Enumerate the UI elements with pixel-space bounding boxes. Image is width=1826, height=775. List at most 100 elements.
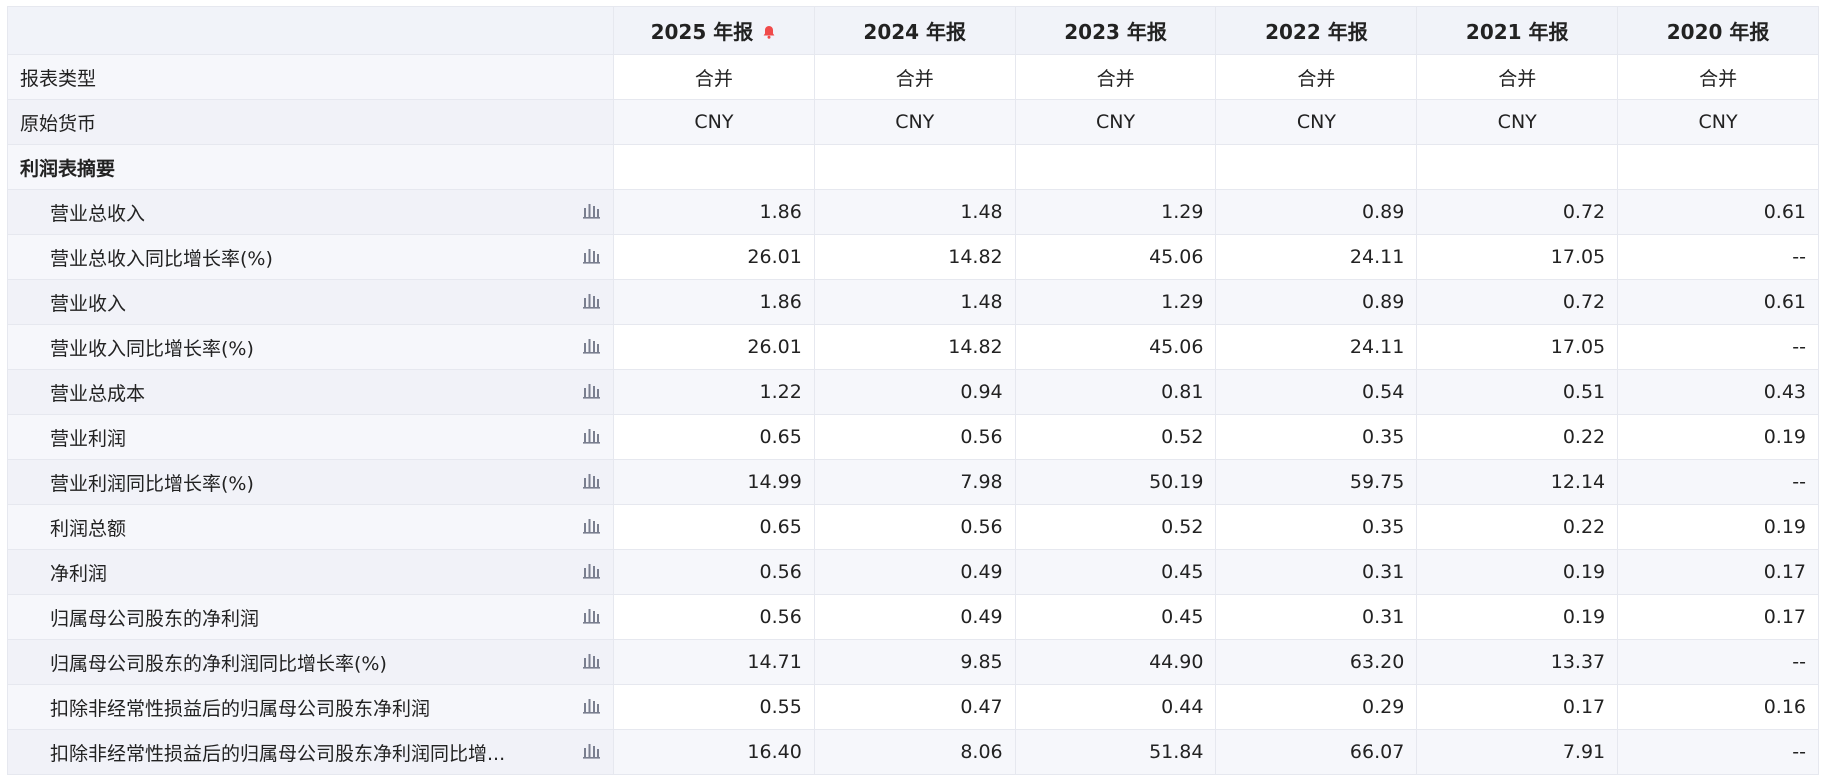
row-label-wrap: 营业总收入 — [50, 199, 601, 226]
row-label-wrap: 营业收入 — [50, 289, 601, 316]
value-cell: 0.35 — [1215, 504, 1418, 550]
value-cell: 66.07 — [1215, 729, 1418, 775]
value-cell: 51.84 — [1014, 729, 1217, 775]
data-row: 营业利润同比增长率(%) 14.99 7.98 50.19 59.75 12.14 -- — [7, 459, 1819, 505]
chart-icon[interactable] — [581, 740, 601, 765]
data-row: 营业收入 1.86 1.48 1.29 0.89 0.72 0.61 — [7, 279, 1819, 325]
value-cell: 0.94 — [813, 369, 1016, 415]
column-header-text: 2024 年报 — [863, 20, 967, 44]
chart-icon[interactable] — [581, 470, 601, 495]
value-cell: 0.65 — [613, 414, 815, 460]
value-cell: 1.29 — [1014, 279, 1217, 325]
value-cell: -- — [1617, 234, 1819, 280]
cell: CNY — [613, 99, 815, 145]
cell: 合并 — [1617, 54, 1819, 100]
bell-icon — [763, 26, 775, 40]
cell: CNY — [1617, 99, 1819, 145]
chart-icon[interactable] — [581, 245, 601, 270]
row-label-wrap: 扣除非经常性损益后的归属母公司股东净利润 — [50, 694, 601, 721]
row-label-wrap: 利润总额 — [50, 514, 601, 541]
column-header: 2022 年报 — [1215, 6, 1418, 55]
cell: CNY — [1215, 99, 1418, 145]
value-cell: -- — [1617, 324, 1819, 370]
cell: 合并 — [1416, 54, 1619, 100]
data-row: 营业总收入 1.86 1.48 1.29 0.89 0.72 0.61 — [7, 189, 1819, 235]
data-row: 营业收入同比增长率(%) 26.01 14.82 45.06 24.11 17.05 -- — [7, 324, 1819, 370]
cell: 合并 — [813, 54, 1016, 100]
section-row: 利润表摘要 — [7, 144, 1819, 190]
value-cell: 8.06 — [813, 729, 1016, 775]
value-cell: 14.82 — [813, 234, 1016, 280]
value-cell: 0.19 — [1617, 504, 1819, 550]
chart-icon[interactable] — [581, 695, 601, 720]
column-header: 2024 年报 — [813, 6, 1016, 55]
value-cell: -- — [1617, 459, 1819, 505]
value-cell: 0.31 — [1215, 549, 1418, 595]
column-header: 2023 年报 — [1014, 6, 1217, 55]
value-cell: 14.82 — [813, 324, 1016, 370]
row-label: 扣除非经常性损益后的归属母公司股东净利润 — [50, 697, 431, 720]
table-body: 报表类型 合并 合并 合并 合并 合并 合并 原始货币 CNY CNY CNY CNY CNY CNY 利润… — [7, 54, 1819, 775]
chart-icon[interactable] — [581, 515, 601, 540]
chart-icon[interactable] — [581, 605, 601, 630]
data-row: 扣除非经常性损益后的归属母公司股东净利润 0.55 0.47 0.44 0.29 0.17… — [7, 684, 1819, 730]
data-row: 归属母公司股东的净利润同比增长率(%) 14.71 9.85 44.90 63.20 13… — [7, 639, 1819, 685]
chart-icon[interactable] — [581, 290, 601, 315]
table-header: 2025 年报 2024 年报 2023 年报 2022 年报 2021 年报 2020 … — [7, 6, 1819, 55]
value-cell: 0.45 — [1014, 594, 1217, 640]
chart-icon[interactable] — [581, 335, 601, 360]
value-cell: 9.85 — [813, 639, 1016, 685]
value-cell: 1.86 — [613, 279, 815, 325]
chart-icon[interactable] — [581, 380, 601, 405]
value-cell: 0.19 — [1416, 594, 1619, 640]
row-label: 扣除非经常性损益后的归属母公司股东净利润同比增... — [50, 742, 506, 765]
value-cell: 63.20 — [1215, 639, 1418, 685]
empty-cell — [1416, 144, 1619, 190]
row-label: 归属母公司股东的净利润 — [50, 607, 260, 630]
row-label: 营业总收入 — [50, 202, 146, 225]
chart-icon[interactable] — [581, 650, 601, 675]
value-cell: 0.61 — [1617, 279, 1819, 325]
value-cell: 0.89 — [1215, 189, 1418, 235]
value-cell: 1.48 — [813, 279, 1016, 325]
value-cell: 12.14 — [1416, 459, 1619, 505]
value-cell: 0.43 — [1617, 369, 1819, 415]
value-cell: 1.86 — [613, 189, 815, 235]
financial-table-wrap: 2025 年报 2024 年报 2023 年报 2022 年报 2021 年报 2020 … — [7, 6, 1819, 775]
row-label-wrap: 营业利润同比增长率(%) — [50, 469, 601, 496]
value-cell: 0.17 — [1617, 549, 1819, 595]
row-label: 归属母公司股东的净利润同比增长率(%) — [50, 652, 387, 675]
chart-icon[interactable] — [581, 560, 601, 585]
value-cell: 0.16 — [1617, 684, 1819, 730]
row-label-cell: 营业利润 — [7, 414, 614, 460]
value-cell: 0.52 — [1014, 504, 1217, 550]
row-label: 营业总收入同比增长率(%) — [50, 247, 273, 270]
row-label-wrap: 营业总收入同比增长率(%) — [50, 244, 601, 271]
value-cell: 14.99 — [613, 459, 815, 505]
data-row: 营业总成本 1.22 0.94 0.81 0.54 0.51 0.43 — [7, 369, 1819, 415]
chart-icon[interactable] — [581, 425, 601, 450]
value-cell: 17.05 — [1416, 324, 1619, 370]
data-row: 利润总额 0.65 0.56 0.52 0.35 0.22 0.19 — [7, 504, 1819, 550]
column-header: 2020 年报 — [1617, 6, 1819, 55]
value-cell: 0.81 — [1014, 369, 1217, 415]
value-cell: 0.51 — [1416, 369, 1619, 415]
value-cell: 0.65 — [613, 504, 815, 550]
row-label: 原始货币 — [7, 99, 614, 145]
row-label-wrap: 营业收入同比增长率(%) — [50, 334, 601, 361]
row-label-wrap: 营业利润 — [50, 424, 601, 451]
header-corner — [7, 6, 614, 55]
value-cell: 24.11 — [1215, 234, 1418, 280]
value-cell: 0.52 — [1014, 414, 1217, 460]
value-cell: 7.91 — [1416, 729, 1619, 775]
alert-bell[interactable] — [761, 21, 777, 45]
cell: 合并 — [1014, 54, 1217, 100]
value-cell: -- — [1617, 729, 1819, 775]
row-label-cell: 归属母公司股东的净利润 — [7, 594, 614, 640]
value-cell: 7.98 — [813, 459, 1016, 505]
column-header: 2025 年报 — [613, 6, 815, 55]
chart-icon[interactable] — [581, 200, 601, 225]
row-label: 营业收入 — [50, 292, 127, 315]
row-label: 营业利润 — [50, 427, 127, 450]
column-header-text: 2023 年报 — [1064, 20, 1167, 44]
